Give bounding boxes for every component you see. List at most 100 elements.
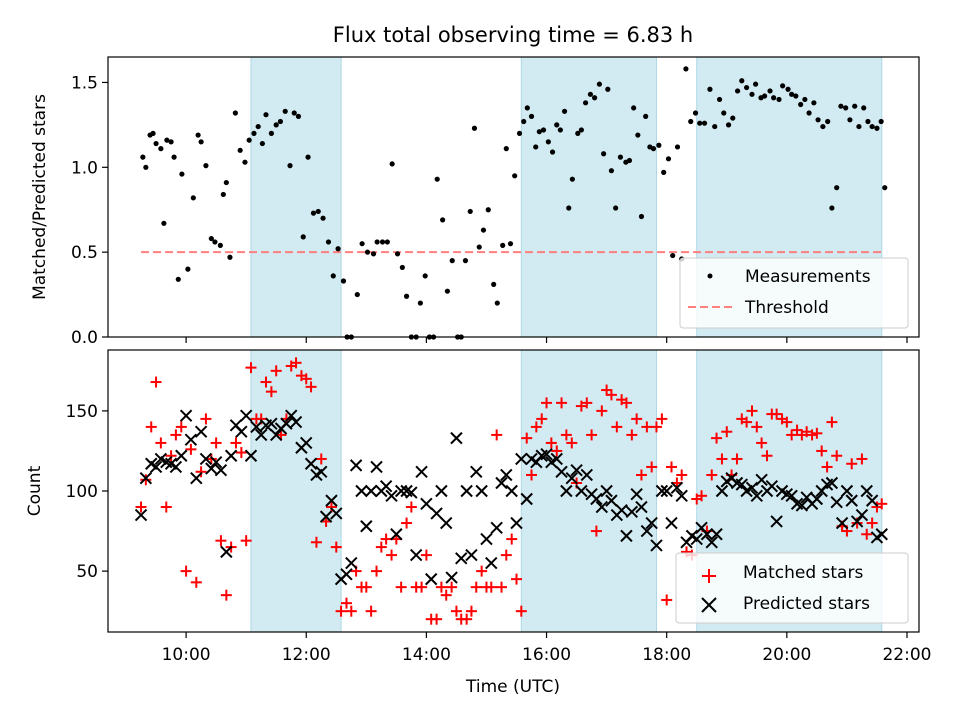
matched-point — [821, 461, 833, 473]
data-point — [198, 139, 204, 145]
data-point — [749, 91, 755, 97]
data-point — [440, 217, 446, 223]
data-point — [617, 154, 624, 160]
legend-threshold-label: Threshold — [744, 298, 829, 318]
matched-point — [330, 541, 342, 553]
matched-point — [420, 549, 432, 561]
data-point — [237, 147, 243, 153]
top-panel: 0.0 0.5 1.0 1.5 Matched/Predicted stars Mea… — [30, 56, 920, 348]
matched-point — [626, 429, 638, 441]
legend-predicted-marker — [701, 597, 717, 613]
data-point — [865, 118, 871, 125]
data-point — [161, 220, 167, 226]
data-point — [494, 300, 500, 306]
matched-point — [586, 429, 598, 441]
predicted-point — [445, 571, 458, 584]
data-point — [707, 86, 713, 92]
data-point — [287, 163, 293, 169]
matched-point — [816, 445, 828, 457]
predicted-point — [289, 415, 303, 429]
predicted-point — [134, 508, 148, 522]
predicted-point — [475, 484, 488, 498]
data-point — [762, 93, 768, 99]
data-point — [485, 207, 491, 213]
predicted-point — [239, 409, 253, 422]
matched-point — [791, 424, 803, 436]
data-point — [325, 239, 332, 245]
matched-point — [731, 453, 743, 465]
predicted-point — [770, 515, 783, 528]
predicted-point — [460, 484, 473, 498]
data-point — [374, 239, 380, 245]
data-point — [834, 185, 840, 191]
data-point — [220, 191, 226, 198]
predicted-point — [199, 452, 213, 466]
matched-point — [620, 397, 632, 409]
data-point — [203, 163, 209, 169]
matched-point — [145, 421, 157, 433]
matched-point — [650, 421, 662, 433]
predicted-point — [550, 452, 563, 466]
predicted-point — [705, 536, 718, 549]
matched-point — [195, 466, 207, 478]
predicted-point — [370, 460, 383, 474]
data-point — [246, 137, 252, 143]
matched-point — [641, 421, 653, 433]
matched-point — [300, 373, 312, 385]
data-point — [811, 100, 817, 106]
predicted-point — [415, 465, 428, 478]
data-point — [767, 88, 773, 94]
matched-point — [500, 549, 512, 561]
data-point — [255, 123, 261, 130]
data-point — [561, 108, 568, 114]
data-point — [310, 210, 317, 216]
data-point — [613, 205, 619, 211]
data-point — [545, 139, 551, 145]
matched-point — [605, 389, 617, 401]
legend-measurements-marker — [707, 273, 713, 279]
y-tick-label: 0.0 — [71, 328, 98, 348]
data-point — [491, 281, 497, 287]
predicted-point — [690, 532, 703, 546]
predicted-point — [860, 484, 873, 498]
data-point — [403, 293, 410, 299]
predicted-point — [175, 449, 188, 462]
matched-point — [380, 533, 392, 545]
matched-point — [811, 427, 823, 439]
data-point — [569, 176, 575, 182]
data-point — [739, 78, 745, 84]
data-point — [179, 171, 185, 177]
matched-point — [761, 450, 773, 462]
matched-point — [135, 501, 147, 513]
matched-point — [140, 474, 152, 486]
matched-point — [491, 429, 503, 441]
data-point — [164, 137, 170, 143]
data-point — [856, 123, 862, 130]
matched-point — [741, 416, 753, 428]
matched-point — [676, 469, 688, 481]
predicted-point — [765, 479, 779, 493]
data-point — [354, 291, 360, 298]
predicted-point — [319, 510, 333, 523]
data-point — [674, 144, 681, 150]
data-point — [582, 100, 589, 106]
predicted-point — [630, 487, 643, 501]
data-point — [789, 91, 795, 97]
matched-point — [611, 421, 623, 433]
predicted-point — [830, 496, 843, 509]
predicted-point — [580, 468, 593, 482]
matched-point — [751, 421, 763, 433]
data-point — [143, 164, 149, 170]
x-tick-label: 16:00 — [522, 645, 571, 665]
top-legend: Measurements Threshold — [679, 257, 909, 329]
data-point — [291, 110, 297, 116]
x-tick-label: 18:00 — [642, 645, 691, 665]
data-point — [752, 81, 759, 87]
matched-point — [205, 453, 217, 465]
matched-point — [661, 594, 673, 606]
matched-point — [416, 581, 428, 593]
matched-point — [290, 357, 302, 369]
matched-point — [240, 535, 252, 547]
matched-point — [461, 613, 473, 625]
data-point — [476, 244, 482, 250]
